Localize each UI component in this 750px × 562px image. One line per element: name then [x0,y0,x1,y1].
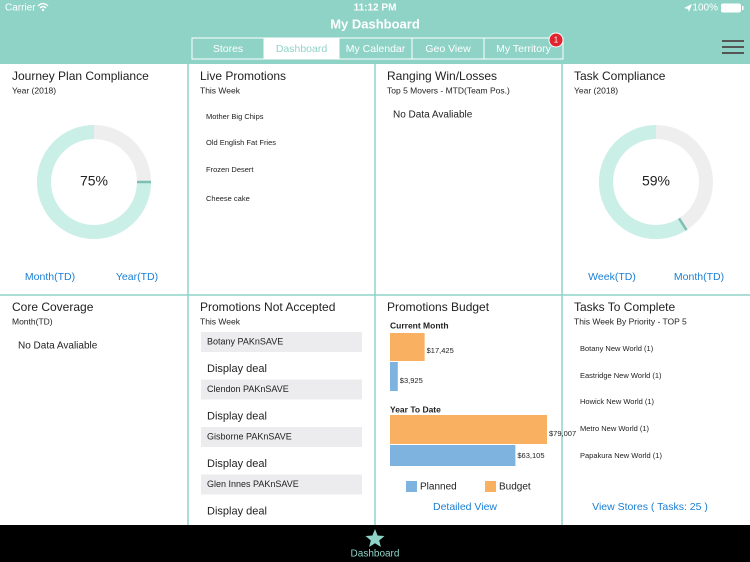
bar-value-label: $79,007 [549,429,576,438]
deal-text: Display deal [207,410,267,422]
list-item: Botany New World (1) [580,344,654,353]
donut-label: 75% [80,173,108,189]
panel-link[interactable]: Detailed View [433,501,497,513]
panel-subtitle: This Week [200,316,241,326]
menu-icon[interactable] [722,40,744,54]
menu-bar [722,40,744,42]
list-item: Metro New World (1) [580,424,650,433]
tab[interactable] [483,37,564,60]
panel-link[interactable]: View Stores ( Tasks: 25 ) [592,501,708,513]
budget-bar [390,333,425,361]
bar-value-label: $63,105 [517,451,544,460]
store-name: Glen Innes PAKnSAVE [207,479,299,489]
legend-swatch [406,481,417,492]
budget-bar [390,445,516,466]
tab-label[interactable]: Dashboard [276,43,328,55]
list-item: Cheese cake [206,194,250,203]
list-item: Howick New World (1) [580,397,655,406]
list-item: Papakura New World (1) [580,451,662,460]
budget-bar [390,415,547,444]
store-row[interactable] [201,332,362,352]
badge-count: 1 [554,36,559,45]
list-item: Mother Big Chips [206,112,264,121]
header-title: My Dashboard [330,16,420,31]
donut-label: 59% [642,173,670,189]
battery-tip [742,6,744,10]
panel-subtitle: Month(TD) [12,316,53,326]
donut-arc [599,125,687,239]
period-link[interactable]: Week(TD) [588,271,636,283]
group-label: Current Month [390,320,449,330]
panel-subtitle: This Week By Priority - TOP 5 [574,316,687,326]
wifi-icon [37,2,49,9]
bar-value-label: $17,425 [427,346,454,355]
battery-icon [721,3,741,13]
legend-swatch [485,481,496,492]
tab-label[interactable]: My Calendar [346,43,406,55]
wifi-dot [41,8,45,12]
tab-label[interactable]: Geo View [425,43,471,55]
tab-label[interactable]: Stores [213,43,243,55]
battery-text: 100% [692,3,718,14]
donut-arc [37,125,151,239]
panel-title: Live Promotions [200,69,286,83]
panel-title: Promotions Not Accepted [200,300,335,314]
store-row[interactable] [201,379,362,400]
legend-label: Budget [499,482,531,493]
empty-message: No Data Avaliable [393,110,473,121]
panel-subtitle: This Week [200,85,241,95]
panel-title: Journey Plan Compliance [12,69,149,83]
list-item: Eastridge New World (1) [580,371,662,380]
tab-label[interactable]: My Territory [496,43,551,55]
clock: 11:12 PM [354,3,397,14]
store-name: Clendon PAKnSAVE [207,384,289,394]
carrier: Carrier [5,3,36,14]
donut-marker [677,217,688,231]
tab-bar-label[interactable]: Dashboard [351,549,400,560]
list-item: Frozen Desert [206,165,254,174]
store-row[interactable] [201,427,362,447]
panel-title: Ranging Win/Losses [387,69,497,83]
panel-title: Tasks To Complete [574,300,675,314]
store-name: Botany PAKnSAVE [207,336,283,346]
period-link[interactable]: Month(TD) [674,271,724,283]
bar-value-label: $3,925 [400,376,423,385]
store-row[interactable] [201,474,362,495]
deal-text: Display deal [207,505,267,517]
panel-title: Core Coverage [12,300,94,314]
budget-bar [390,362,398,391]
deal-text: Display deal [207,363,267,375]
empty-message: No Data Avaliable [18,341,98,352]
tab-star-icon[interactable] [365,529,385,547]
panel-title: Task Compliance [574,69,666,83]
legend-label: Planned [420,482,457,493]
deal-text: Display deal [207,458,267,470]
panel-title: Promotions Budget [387,300,490,314]
store-name: Gisborne PAKnSAVE [207,431,292,441]
location-icon [684,4,692,12]
period-link[interactable]: Year(TD) [116,271,158,283]
menu-bar [722,52,744,54]
panel-subtitle: Year (2018) [12,85,56,95]
panel-subtitle: Top 5 Movers - MTD(Team Pos.) [387,85,510,95]
group-label: Year To Date [390,404,441,414]
list-item: Old English Fat Fries [206,138,276,147]
badge [548,32,564,48]
panel-subtitle: Year (2018) [574,85,618,95]
period-link[interactable]: Month(TD) [25,271,75,283]
menu-bar [722,46,744,48]
